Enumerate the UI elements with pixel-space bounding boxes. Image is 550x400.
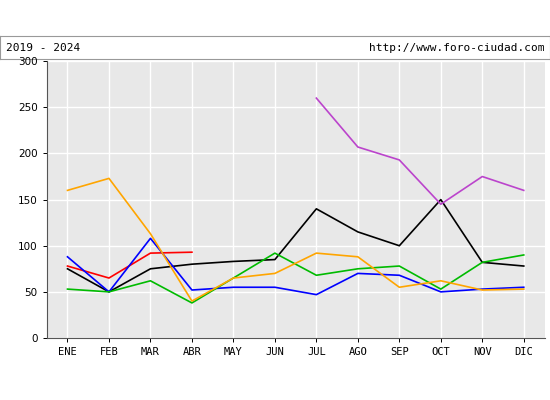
Text: http://www.foro-ciudad.com: http://www.foro-ciudad.com bbox=[369, 43, 544, 53]
Text: Evolucion Nº Turistas Extranjeros en el municipio de San Juan del Puerto: Evolucion Nº Turistas Extranjeros en el … bbox=[0, 11, 550, 25]
Text: 2019 - 2024: 2019 - 2024 bbox=[6, 43, 80, 53]
